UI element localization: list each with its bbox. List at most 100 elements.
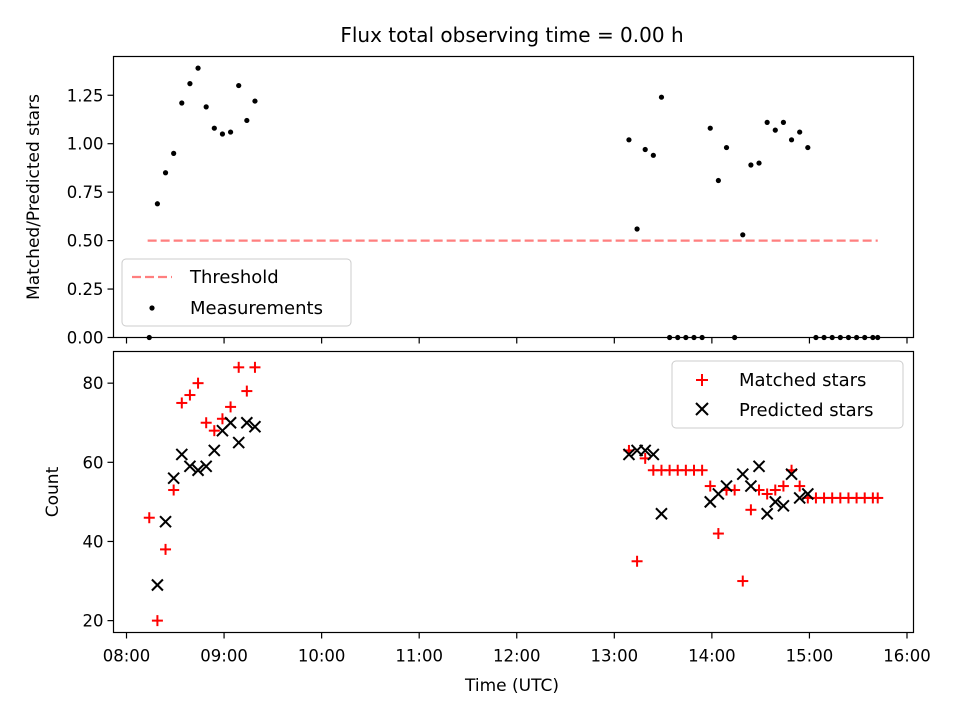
predicted-point [736,467,749,481]
measurement-point [219,131,226,137]
predicted-point [224,416,237,429]
predicted-point [720,479,733,493]
matched-point [184,389,196,401]
measurement-point [764,119,770,125]
measurement-point [187,81,193,87]
predicted-point [793,491,806,505]
x-tick-label: 09:00 [200,647,248,666]
ratio-legend: Threshold Measurements [121,258,352,327]
measurement-point [171,150,177,156]
matched-legend-swatch [696,374,708,386]
y-tick-label: 1.25 [67,86,104,105]
measurement-point [658,94,665,100]
measurement-point [740,232,746,238]
matched-point [737,575,749,587]
measurement-point [154,201,161,207]
matched-point [176,397,188,409]
count-panel-x-ticks: 08:00 09:00 10:00 11:00 12:00 13:00 14:00 15:00… [103,632,931,666]
matched-legend-label: Matched stars [739,370,866,391]
count-panel-y-ticks: 20 40 60 80 [83,374,114,631]
matched-point [225,401,237,413]
measurement-point [227,129,234,135]
predicted-point [760,507,774,520]
measurement-point [797,129,803,135]
predicted-legend-swatch [695,402,709,416]
matched-point [712,528,724,540]
x-tick-label: 12:00 [493,647,541,666]
x-tick-label: 13:00 [591,647,639,666]
predicted-point [769,495,782,509]
predicted-point [175,448,188,461]
matched-point [872,492,884,504]
predicted-point [191,464,205,477]
predicted-point [159,515,172,528]
predicted-point [639,444,652,457]
x-tick-label: 10:00 [298,647,346,666]
ratio-panel-ylabel: Matched/Predicted stars [24,94,44,300]
predicted-point [777,499,790,513]
predicted-point [622,448,636,461]
y-tick-label: 0.25 [67,280,104,299]
count-legend: Matched stars Predicted stars [671,360,904,429]
predicted-point [752,460,766,473]
y-tick-label: 60 [83,453,104,472]
ratio-panel-title: Flux total observing time = 0.00 h [340,23,683,47]
measurement-point [162,170,169,176]
measurements-legend-label: Measurements [190,298,323,319]
matched-point [233,361,245,373]
y-tick-label: 80 [83,374,104,393]
x-tick-label: 14:00 [688,647,736,666]
count-panel-xlabel: Time (UTC) [464,676,559,696]
measurement-point [788,137,795,143]
y-tick-label: 1.00 [67,135,104,154]
matched-point [631,555,643,567]
measurement-point [715,177,721,184]
measurements-legend-swatch [149,305,155,311]
matched-point [696,464,708,476]
measurement-point [723,144,730,151]
count-panel-marks [143,361,884,627]
y-tick-label: 0.75 [67,183,104,202]
matched-point [794,480,806,492]
predicted-point [744,479,758,493]
matched-point [777,480,789,492]
predicted-legend-label: Predicted stars [739,400,873,421]
count-panel-frame [112,350,915,634]
y-tick-label: 20 [83,612,104,631]
measurement-point [756,160,762,166]
predicted-point [655,507,668,520]
predicted-point [167,471,180,485]
ratio-panel-marks [146,65,881,341]
predicted-point [199,460,213,473]
ratio-panel-frame [112,55,915,339]
predicted-point [785,467,798,481]
matched-point [192,377,204,389]
x-tick-label: 11:00 [395,647,443,666]
ratio-panel: Flux total observing time = 0.00 h Match… [24,23,915,348]
measurement-point [252,98,258,104]
x-tick-label: 16:00 [883,647,931,666]
x-tick-label: 08:00 [103,647,151,666]
measurement-point [236,82,242,89]
measurement-point [626,137,632,143]
predicted-point [151,578,164,592]
measurement-point [211,125,217,131]
threshold-legend-label: Threshold [189,267,279,288]
measurement-point [772,127,778,133]
count-panel-ylabel: Count [43,466,63,517]
matched-point [160,543,172,555]
matched-point [208,425,220,437]
y-tick-label: 40 [83,532,104,551]
predicted-point [232,436,245,449]
measurement-point [179,100,185,106]
matched-point [761,488,773,500]
matched-point [241,385,253,397]
predicted-point [248,420,262,433]
measurement-point [195,65,201,71]
matched-point [168,484,180,496]
count-panel: Count Time (UTC) 20 40 60 80 08:00 09:00 10:0… [43,350,931,696]
ratio-panel-x-ticks [125,337,908,344]
measurement-point [650,152,656,158]
